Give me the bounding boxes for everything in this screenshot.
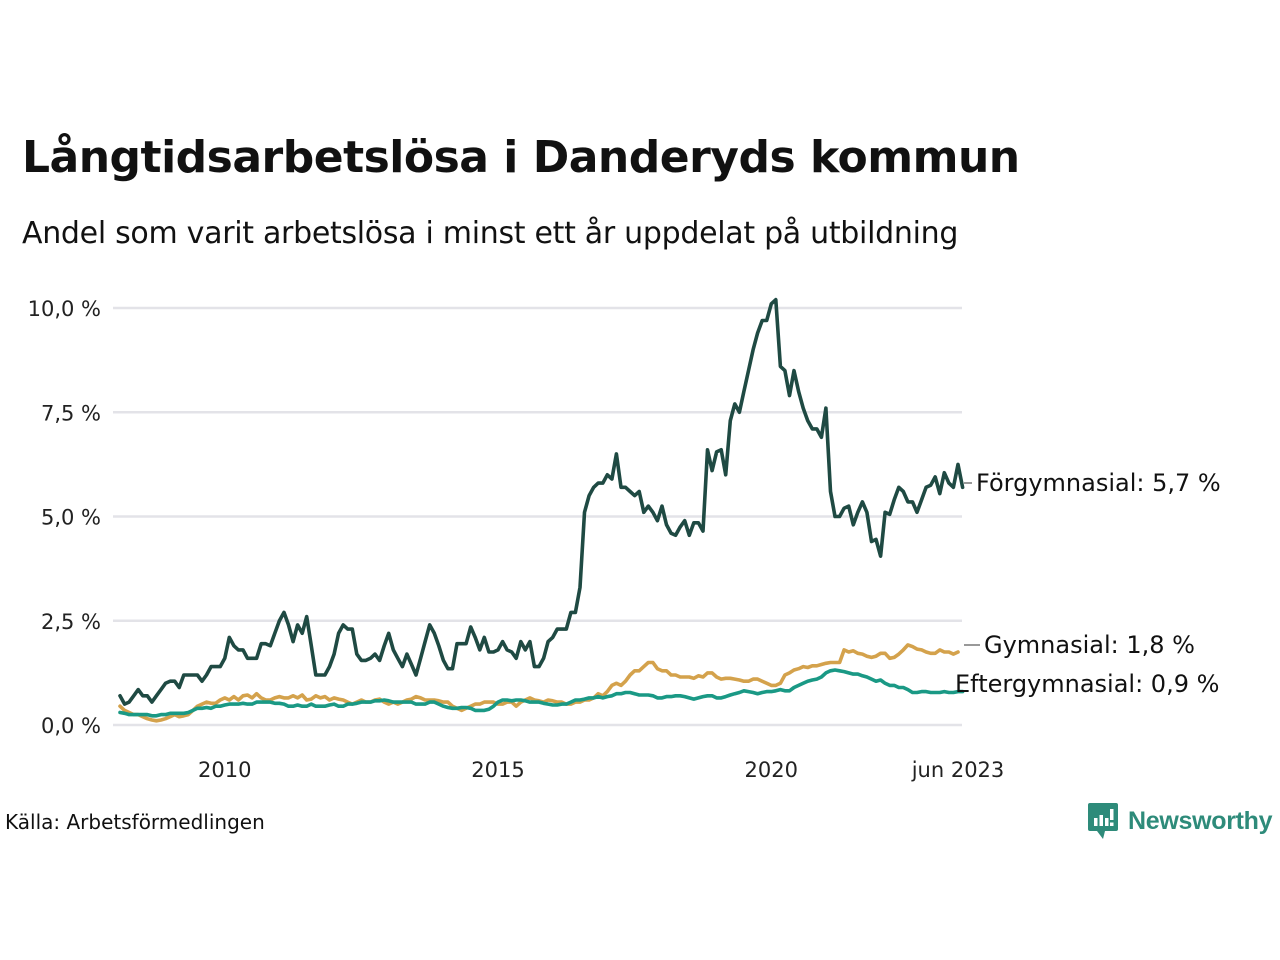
y-axis-ticks: 0,0 % 2,5 % 5,0 % 7,5 % 10,0 % [28,297,101,738]
y-tick-label: 0,0 % [41,714,101,738]
y-tick-label: 2,5 % [41,610,101,634]
x-tick-label: 2015 [471,758,524,782]
y-tick-label: 7,5 % [41,401,101,425]
end-label-förgymnasial: Förgymnasial: 5,7 % [976,469,1221,497]
series-line-förgymnasial [118,297,965,706]
series-line-eftergymnasial [118,668,965,718]
chart-title: Långtidsarbetslösa i Danderyds kommun [22,132,1020,183]
x-tick-label: jun 2023 [911,758,1005,782]
source-note: Källa: Arbetsförmedlingen [5,810,265,834]
series-lines [118,297,965,723]
chart-subtitle: Andel som varit arbetslösa i minst ett å… [22,216,959,251]
end-label-gymnasial: Gymnasial: 1,8 % [984,631,1195,659]
end-label-eftergymnasial: Eftergymnasial: 0,9 % [955,670,1219,698]
newsworthy-logo[interactable]: Newsworthy [1088,803,1273,839]
y-tick-label: 10,0 % [28,297,101,321]
newsworthy-chart-bubble-icon [1088,803,1118,839]
x-tick-label: 2020 [745,758,798,782]
x-axis-ticks: 2010 2015 2020 jun 2023 [198,758,1004,782]
end-labels: Förgymnasial: 5,7 % Gymnasial: 1,8 % Efter… [955,469,1221,698]
gridlines [113,306,962,727]
x-tick-label: 2010 [198,758,251,782]
newsworthy-logo-text: Newsworthy [1128,806,1273,835]
y-tick-label: 5,0 % [41,506,101,530]
